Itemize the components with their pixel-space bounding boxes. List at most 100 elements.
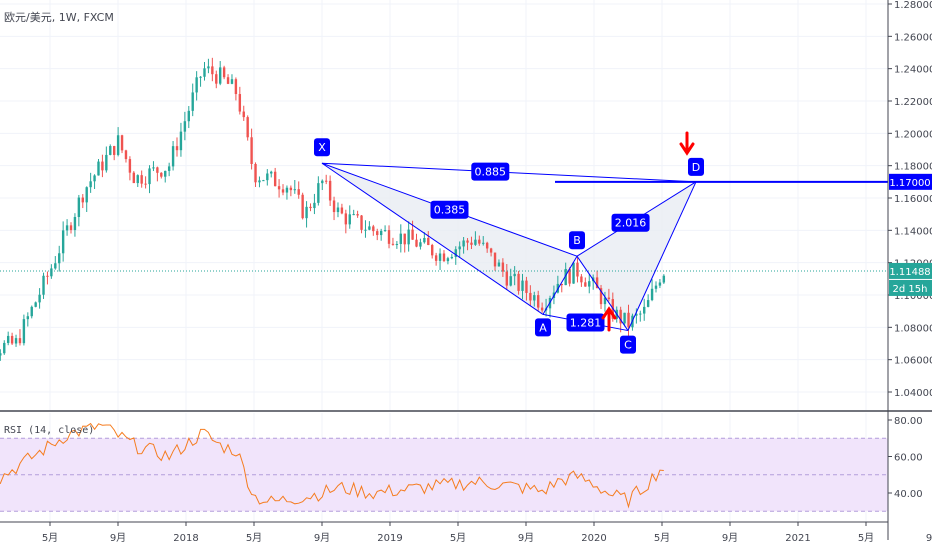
candle-down bbox=[627, 312, 630, 328]
candle-down bbox=[415, 239, 418, 247]
candle-down bbox=[360, 215, 363, 230]
candle-up bbox=[313, 202, 316, 209]
candle-up bbox=[317, 183, 320, 203]
rsi-series bbox=[0, 422, 664, 509]
candle-down bbox=[466, 240, 469, 243]
candle-up bbox=[0, 353, 2, 356]
candle-down bbox=[18, 338, 22, 344]
symbol-title[interactable]: 欧元/美元, 1W, FXCM bbox=[4, 9, 114, 25]
candle-down bbox=[411, 229, 414, 240]
candle-down bbox=[112, 146, 116, 155]
time-tick-label: 5月 bbox=[654, 532, 670, 544]
candle-up bbox=[258, 180, 261, 183]
candle-down bbox=[246, 117, 249, 138]
candle-up bbox=[148, 168, 151, 185]
candle-down bbox=[124, 150, 128, 160]
candle-up bbox=[58, 253, 61, 264]
candle-up bbox=[152, 167, 155, 169]
price-tick-label: 1.04000 bbox=[894, 388, 932, 399]
candle-up bbox=[646, 300, 650, 307]
ratio-label: 2.016 bbox=[615, 217, 647, 230]
point-label: D bbox=[692, 161, 700, 174]
candle-up bbox=[383, 230, 387, 232]
candle-down bbox=[297, 189, 300, 195]
current-price-badge bbox=[889, 262, 932, 279]
price-tick-label: 1.08000 bbox=[894, 323, 932, 334]
candle-up bbox=[187, 110, 190, 122]
price-tick-label: 1.16000 bbox=[894, 194, 932, 205]
rsi-title[interactable]: RSI (14, close) bbox=[4, 425, 95, 436]
candle-up bbox=[34, 302, 37, 307]
candle-up bbox=[85, 187, 88, 203]
candle-down bbox=[46, 275, 49, 277]
ratio-box bbox=[566, 313, 605, 332]
candle-up bbox=[199, 76, 202, 78]
candle-down bbox=[387, 230, 391, 244]
candle-down bbox=[128, 159, 132, 173]
leg-cd bbox=[627, 181, 697, 331]
candle-up bbox=[207, 66, 210, 69]
time-tick-label: 2021 bbox=[785, 533, 810, 544]
candle-down bbox=[391, 243, 395, 245]
candle-down bbox=[328, 180, 332, 201]
price-tick-label: 1.14000 bbox=[894, 226, 932, 237]
time-tick-label: 9月 bbox=[722, 532, 738, 544]
candle-down bbox=[403, 233, 406, 245]
candle-down bbox=[427, 237, 430, 246]
candle-up bbox=[266, 173, 269, 181]
candle-down bbox=[376, 231, 379, 236]
candle-up bbox=[454, 249, 457, 257]
candle-up bbox=[650, 288, 654, 301]
candle-down bbox=[372, 226, 375, 232]
candle-down bbox=[238, 94, 242, 112]
price-tick-label: 1.26000 bbox=[894, 32, 932, 43]
candle-up bbox=[419, 242, 422, 247]
countdown-badge bbox=[889, 279, 932, 296]
point-box bbox=[620, 335, 636, 354]
candle-up bbox=[635, 313, 638, 316]
candle-up bbox=[73, 217, 77, 231]
candle-down bbox=[485, 242, 489, 249]
candle-down bbox=[493, 252, 497, 267]
candle-down bbox=[595, 277, 599, 289]
candle-up bbox=[116, 135, 120, 155]
candle-up bbox=[588, 281, 591, 287]
candle-down bbox=[442, 253, 446, 262]
candle-down bbox=[584, 282, 587, 287]
candle-up bbox=[105, 154, 108, 171]
candle-down bbox=[340, 207, 344, 214]
pattern-triangle-bcd bbox=[577, 181, 696, 331]
rsi-tick-label: 40.00 bbox=[894, 489, 923, 500]
candle-down bbox=[144, 183, 147, 185]
candle-up bbox=[352, 214, 355, 216]
candle-down bbox=[356, 214, 359, 216]
leg-ab bbox=[542, 255, 578, 315]
candle-up bbox=[654, 285, 658, 289]
candle-up bbox=[50, 268, 53, 277]
rsi-band bbox=[0, 437, 888, 512]
candle-up bbox=[203, 68, 206, 77]
point-label: X bbox=[318, 141, 326, 154]
candle-down bbox=[517, 273, 520, 291]
time-tick-label: 2018 bbox=[173, 533, 198, 544]
candle-up bbox=[89, 181, 92, 188]
price-tick-label: 1.28000 bbox=[894, 0, 932, 11]
candle-up bbox=[3, 342, 6, 354]
candle-up bbox=[97, 161, 100, 176]
candle-down bbox=[160, 172, 163, 177]
candle-up bbox=[423, 237, 426, 243]
candle-down bbox=[120, 135, 124, 151]
price-tick-label: 1.06000 bbox=[894, 356, 932, 367]
rsi-line bbox=[0, 422, 664, 509]
candle-up bbox=[30, 306, 33, 317]
price-tick-label: 1.22000 bbox=[894, 97, 932, 108]
candle-up bbox=[497, 262, 501, 267]
candle-down bbox=[175, 146, 179, 151]
point-box bbox=[688, 157, 704, 176]
time-tick-label: 2019 bbox=[377, 533, 402, 544]
candle-up bbox=[458, 246, 461, 250]
time-tick-label: 5月 bbox=[858, 532, 874, 544]
candle-up bbox=[564, 268, 567, 286]
point-box bbox=[535, 318, 551, 337]
